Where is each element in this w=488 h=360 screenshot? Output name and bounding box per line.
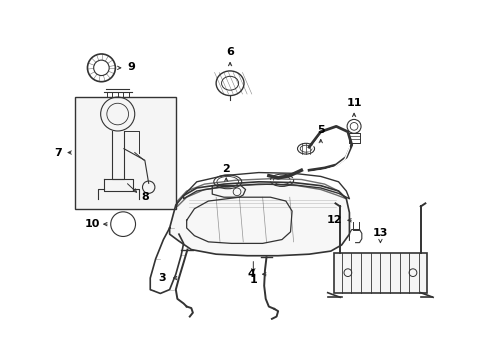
- Bar: [333, 253, 426, 293]
- Text: 10: 10: [84, 219, 100, 229]
- Polygon shape: [169, 182, 349, 256]
- Text: 3: 3: [158, 273, 165, 283]
- Bar: [75, 97, 176, 209]
- Text: 11: 11: [346, 98, 361, 108]
- Text: 9: 9: [127, 62, 135, 72]
- Text: 13: 13: [372, 228, 387, 238]
- Text: 8: 8: [142, 192, 149, 202]
- Text: 1: 1: [249, 275, 257, 285]
- Text: 4: 4: [247, 269, 255, 279]
- Text: 7: 7: [54, 148, 62, 158]
- Text: 12: 12: [326, 215, 342, 225]
- Text: 5: 5: [316, 125, 324, 135]
- Text: 2: 2: [222, 165, 230, 175]
- Text: 6: 6: [225, 48, 234, 58]
